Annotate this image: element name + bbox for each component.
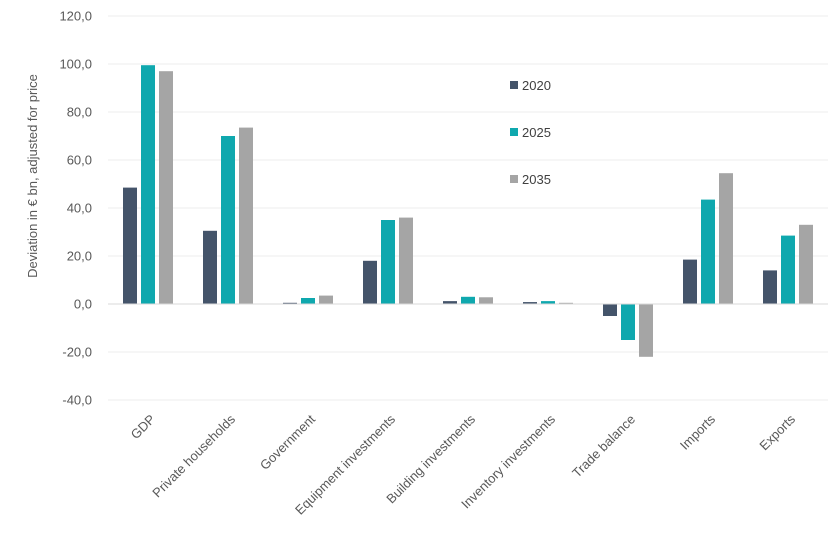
bar-2025: [461, 296, 475, 304]
bar-2025: [781, 235, 795, 304]
bar-2020: [203, 230, 217, 304]
legend-swatch-2020: [510, 81, 518, 89]
bar-2020: [683, 259, 697, 304]
bar-2035: [479, 297, 493, 304]
legend: 2020 2025 2035: [510, 78, 551, 187]
x-category-label: Private households: [149, 411, 238, 500]
x-category-label: Exports: [756, 411, 798, 453]
x-category-label: Trade balance: [569, 412, 638, 481]
y-tick-label: 0,0: [74, 297, 92, 312]
bar-2035: [799, 224, 813, 304]
bar-2025: [141, 65, 155, 304]
bar-2035: [639, 304, 653, 357]
bar-2020: [763, 270, 777, 304]
bar-2035: [159, 71, 173, 304]
bar-2025: [621, 304, 635, 340]
y-axis-ticks: 120,0 100,0 80,0 60,0 40,0 20,0 0,0 -20,0 -40,0: [59, 9, 92, 408]
legend-label: 2020: [522, 78, 551, 93]
bar-2025: [701, 199, 715, 304]
x-category-label: GDP: [128, 412, 159, 443]
bar-2025: [381, 220, 395, 304]
legend-swatch-2035: [510, 175, 518, 183]
bar-2020: [603, 304, 617, 316]
bar-2020: [363, 260, 377, 304]
legend-label: 2025: [522, 125, 551, 140]
y-tick-label: -40,0: [62, 393, 92, 408]
bar-2035: [319, 295, 333, 304]
x-category-label: Building investments: [383, 411, 478, 506]
bar-2035: [559, 302, 573, 304]
y-tick-label: 40,0: [67, 201, 92, 216]
bar-2020: [123, 187, 137, 304]
y-tick-label: 100,0: [59, 57, 92, 72]
bar-2035: [719, 173, 733, 304]
x-category-label: Imports: [677, 411, 719, 453]
bar-2025: [541, 301, 555, 304]
legend-swatch-2025: [510, 128, 518, 136]
bar-2025: [301, 298, 315, 304]
y-axis-label: Deviation in € bn, adjusted for price: [25, 74, 40, 278]
bar-2020: [523, 302, 537, 304]
y-tick-label: 60,0: [67, 153, 92, 168]
y-tick-label: -20,0: [62, 345, 92, 360]
bar-2035: [399, 217, 413, 304]
bar-2035: [239, 127, 253, 304]
y-tick-label: 80,0: [67, 105, 92, 120]
x-category-label: Government: [257, 411, 318, 472]
bar-2020: [443, 301, 457, 304]
bar-2025: [221, 136, 235, 304]
bar-2020: [283, 302, 297, 304]
y-tick-label: 20,0: [67, 249, 92, 264]
y-tick-label: 120,0: [59, 9, 92, 24]
legend-label: 2035: [522, 172, 551, 187]
bars: [123, 65, 813, 357]
